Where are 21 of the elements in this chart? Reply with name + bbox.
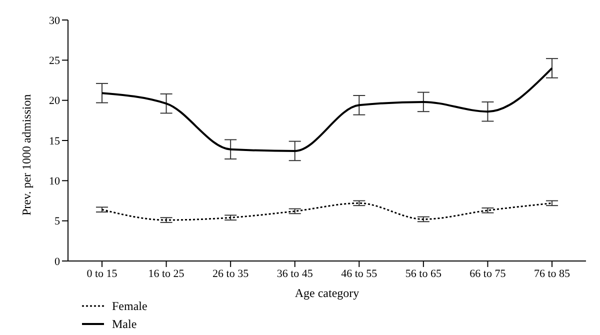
y-tick-label: 0 <box>54 256 60 268</box>
x-tick-label: 56 to 65 <box>405 268 442 280</box>
x-tick-label: 26 to 35 <box>212 268 250 280</box>
x-tick-label: 16 to 25 <box>148 268 185 280</box>
y-tick-label: 30 <box>49 14 60 27</box>
line-series <box>101 67 553 152</box>
y-tick-label: 5 <box>54 216 60 228</box>
y-tick-label: 25 <box>49 55 60 68</box>
legend-label: Male <box>112 316 137 332</box>
y-tick-label: 15 <box>49 135 60 148</box>
x-tick-label: 0 to 15 <box>86 268 118 280</box>
x-tick-label: 46 to 55 <box>341 268 378 280</box>
x-tick-label: 66 to 75 <box>470 268 506 280</box>
y-tick-label: 20 <box>49 95 60 108</box>
y-tick-label: 10 <box>49 176 60 188</box>
legend-label: Female <box>112 298 148 314</box>
line-series <box>101 202 553 221</box>
y-axis-title: Prev. per 1000 admission <box>19 94 34 216</box>
x-tick-label: 76 to 85 <box>534 268 571 280</box>
x-axis-title: Age category <box>294 286 360 300</box>
x-tick-label: 36 to 45 <box>276 268 314 280</box>
